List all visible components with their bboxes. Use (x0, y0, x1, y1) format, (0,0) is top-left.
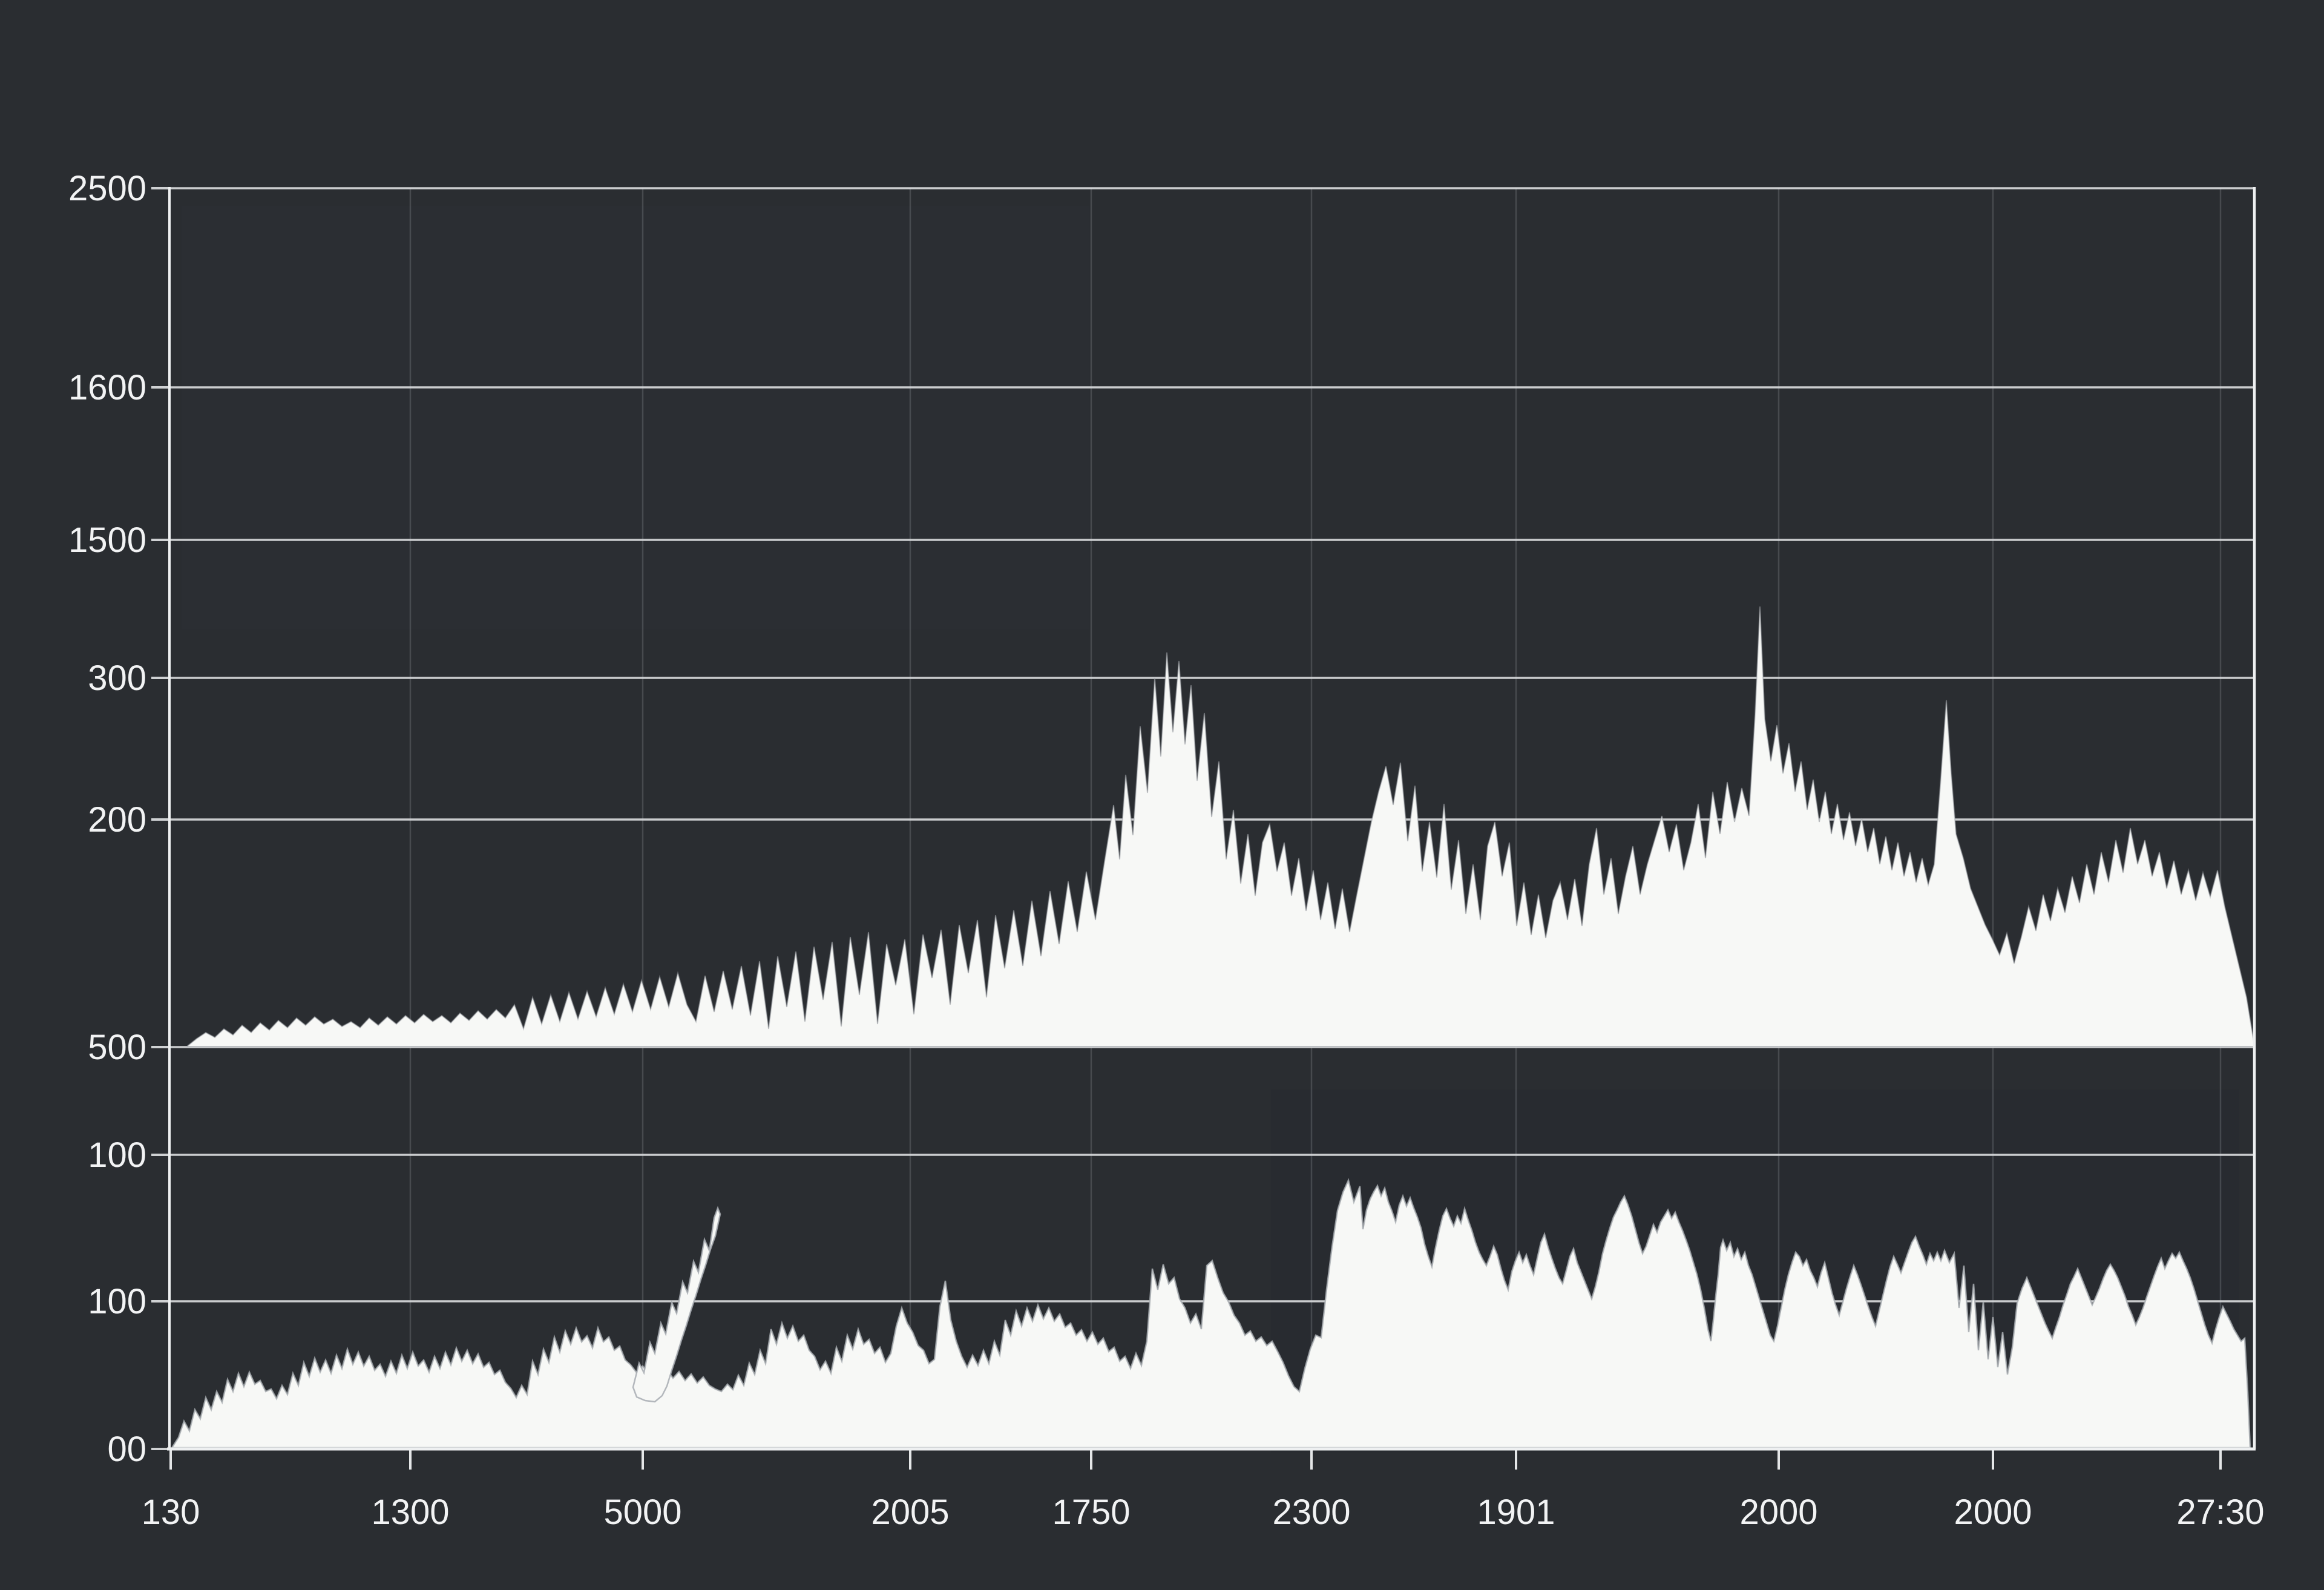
fin-overlay (632, 1206, 721, 1403)
x-tick-label: 2000 (1954, 1493, 2032, 1532)
x-tick-label: 2300 (1272, 1493, 1350, 1532)
y-tick-label: 300 (88, 659, 146, 698)
y-tick-label: 1600 (68, 368, 146, 407)
x-tick-label: 1300 (371, 1493, 449, 1532)
y-tick-label: 200 (88, 800, 146, 839)
y-tick-label: 00 (107, 1430, 146, 1469)
x-tick-label: 5000 (603, 1493, 681, 1532)
y-tick-label: 100 (88, 1135, 146, 1175)
upper-series-area (187, 606, 2255, 1047)
y-tick-label: 100 (88, 1282, 146, 1321)
x-tick-label: 1750 (1052, 1493, 1130, 1532)
y-tick-label: 500 (88, 1028, 146, 1067)
background-patch (182, 206, 1089, 629)
x-tick-label: 1901 (1477, 1493, 1555, 1532)
x-tick-label: 2000 (1739, 1493, 1817, 1532)
y-tick-label: 2500 (68, 169, 146, 208)
x-tick-label: 27:30 (2176, 1493, 2264, 1532)
x-tick-label: 130 (142, 1493, 200, 1532)
x-tick-label: 2005 (871, 1493, 949, 1532)
lower-series-area (170, 1178, 2251, 1449)
y-tick-label: 1500 (68, 521, 146, 560)
